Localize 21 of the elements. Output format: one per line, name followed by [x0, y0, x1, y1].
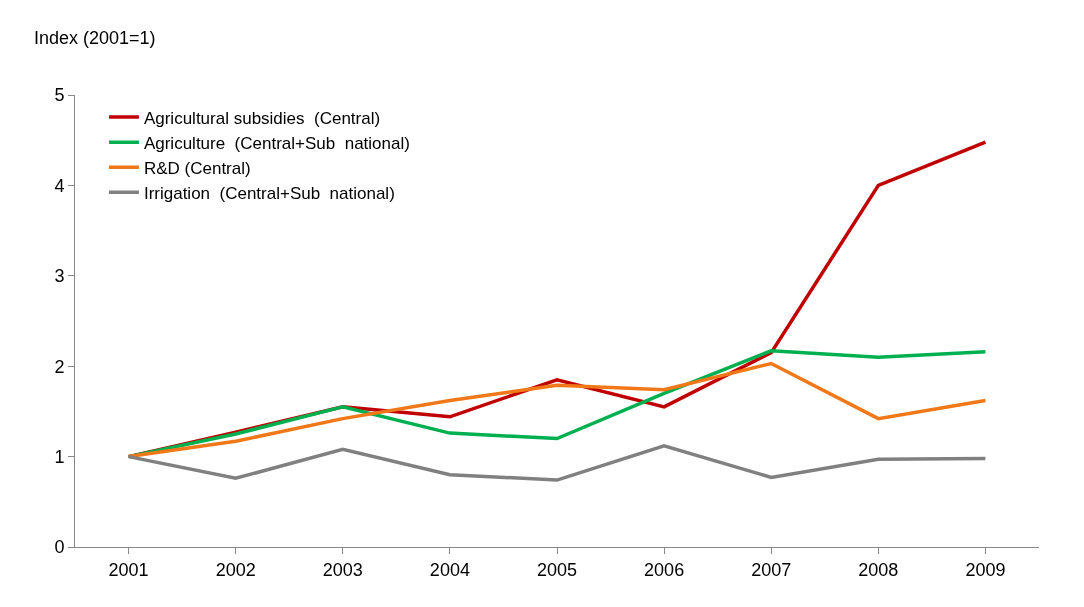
x-tick-label: 2002 — [215, 559, 256, 580]
y-tick-label: 0 — [54, 537, 65, 558]
y-axis-title: Index (2001=1) — [34, 28, 156, 48]
y-tick-label: 4 — [54, 175, 65, 196]
x-tick-label: 2008 — [858, 559, 899, 580]
legend-label: Irrigation (Central+Sub national) — [143, 184, 395, 203]
y-tick-label: 5 — [54, 85, 65, 106]
legend-label: Agriculture (Central+Sub national) — [143, 133, 410, 153]
x-tick-label: 2005 — [536, 559, 578, 580]
y-tick-label: 2 — [54, 356, 65, 377]
x-tick-label: 2009 — [965, 559, 1006, 580]
x-tick-label: 2004 — [429, 559, 470, 580]
x-tick-label: 2001 — [108, 559, 149, 580]
y-tick-label: 3 — [54, 266, 65, 287]
legend-label: R&D (Central) — [143, 158, 251, 178]
x-tick-label: 2006 — [644, 559, 685, 580]
line-series — [126, 444, 988, 482]
legend-label: Agricultural subsidies (Central) — [143, 108, 381, 128]
x-tick-label: 2003 — [322, 559, 363, 580]
x-tick-label: 2007 — [751, 559, 792, 580]
y-tick-label: 1 — [54, 446, 65, 467]
